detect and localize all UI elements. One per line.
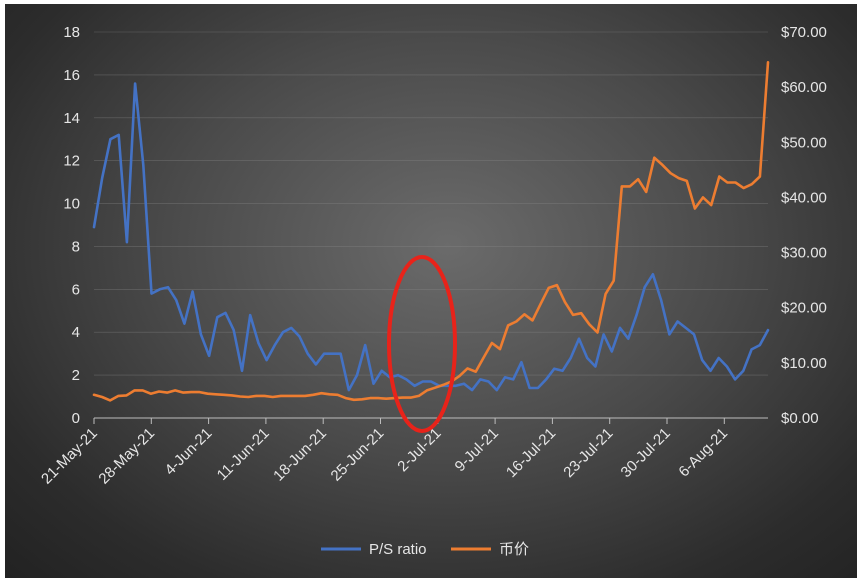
right-tick-label: $40.00 xyxy=(781,189,827,206)
x-tick-label: 23-Jul-21 xyxy=(560,425,616,481)
x-tick-label: 28-May-21 xyxy=(95,425,158,488)
left-tick-label: 10 xyxy=(63,196,80,213)
x-tick-label: 11-Jun-21 xyxy=(214,425,273,484)
left-tick-label: 6 xyxy=(72,281,80,298)
left-tick-label: 2 xyxy=(72,367,80,384)
chart-svg: 0 2 4 6 8 10 12 14 16 18 $0.00 $10.00 $20.00 $30.00 $4… xyxy=(38,24,827,558)
legend-label: P/S ratio xyxy=(369,541,427,558)
right-tick-label: $60.00 xyxy=(781,79,827,96)
left-tick-label: 4 xyxy=(72,324,80,341)
x-tick-label: 6-Aug-21 xyxy=(675,425,731,481)
x-tick-label: 25-Jun-21 xyxy=(328,425,388,485)
x-tick-label: 9-Jul-21 xyxy=(452,425,502,475)
left-tick-label: 8 xyxy=(72,238,80,255)
x-tick-label: 18-Jun-21 xyxy=(270,425,330,485)
left-tick-label: 0 xyxy=(72,410,80,427)
chart-frame: 0 2 4 6 8 10 12 14 16 18 $0.00 $10.00 $20.00 $30.00 $4… xyxy=(5,4,857,578)
right-tick-label: $70.00 xyxy=(781,24,827,41)
x-tick-label: 30-Jul-21 xyxy=(618,425,674,481)
right-tick-label: $0.00 xyxy=(781,410,819,427)
legend-label: 币价 xyxy=(499,541,529,558)
left-tick-label: 18 xyxy=(63,24,80,41)
left-tick-label: 14 xyxy=(63,110,80,127)
x-tick-label: 21-May-21 xyxy=(38,425,101,488)
right-tick-label: $30.00 xyxy=(781,245,827,262)
x-tick-label: 16-Jul-21 xyxy=(503,425,559,481)
annotation-ellipse xyxy=(387,255,457,433)
right-tick-label: $10.00 xyxy=(781,355,827,372)
series-line-price xyxy=(92,60,770,402)
left-tick-label: 16 xyxy=(63,67,80,84)
right-tick-label: $20.00 xyxy=(781,300,827,317)
series-line-ps-ratio xyxy=(92,82,770,392)
right-tick-label: $50.00 xyxy=(781,134,827,151)
x-tick-label: 4-Jun-21 xyxy=(162,425,216,479)
left-tick-label: 12 xyxy=(63,153,80,170)
